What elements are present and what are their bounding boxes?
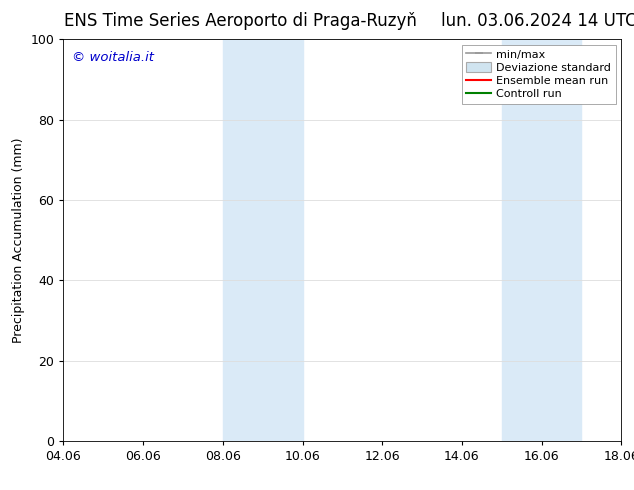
Legend: min/max, Deviazione standard, Ensemble mean run, Controll run: min/max, Deviazione standard, Ensemble m…: [462, 45, 616, 104]
Text: © woitalia.it: © woitalia.it: [72, 51, 154, 64]
Bar: [223, 39, 302, 441]
Text: lun. 03.06.2024 14 UTC: lun. 03.06.2024 14 UTC: [441, 12, 634, 30]
Text: ENS Time Series Aeroporto di Praga-Ruzyň: ENS Time Series Aeroporto di Praga-Ruzyň: [65, 12, 417, 30]
Bar: [501, 39, 581, 441]
Y-axis label: Precipitation Accumulation (mm): Precipitation Accumulation (mm): [12, 137, 25, 343]
